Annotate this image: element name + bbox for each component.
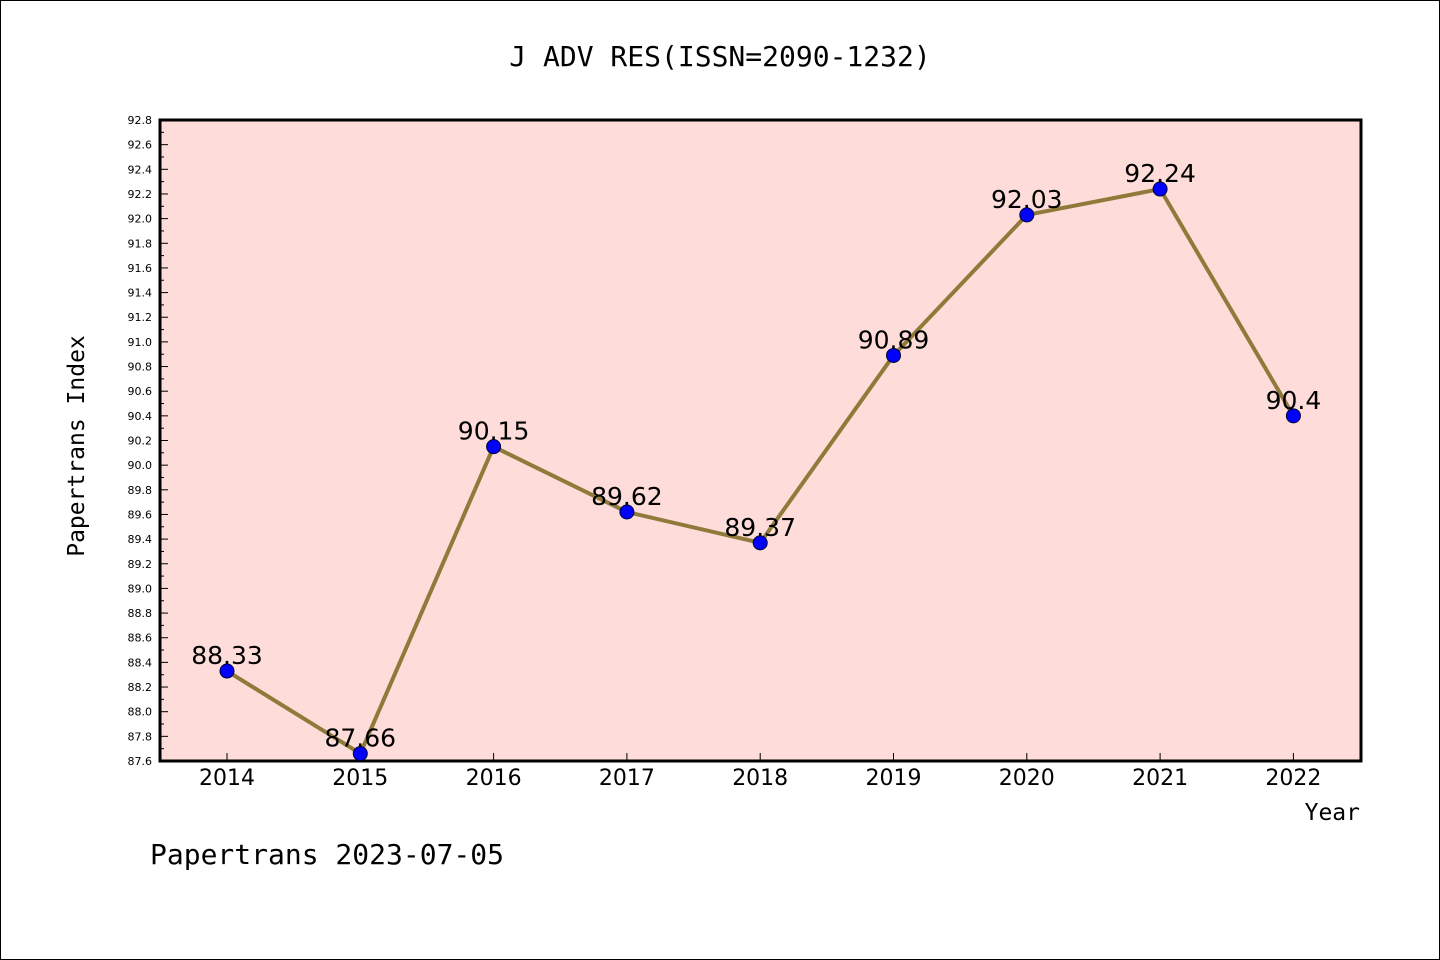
x-tick-label: 2022	[1265, 766, 1321, 791]
x-tick-label: 2017	[599, 766, 655, 791]
y-tick-label: 91.6	[128, 262, 153, 275]
chart-title: J ADV RES(ISSN=2090-1232)	[509, 40, 930, 73]
data-point	[219, 663, 235, 679]
data-point	[1019, 207, 1035, 223]
y-tick-label: 89.2	[128, 558, 153, 571]
data-point	[352, 746, 368, 762]
x-tick-label: 2014	[199, 766, 255, 791]
x-axis: 2014 2015 2016 2017 2018 2019 2020 2021 2022	[199, 753, 1321, 791]
y-tick-label: 91.4	[128, 287, 153, 300]
data-point	[886, 347, 901, 363]
data-point	[486, 439, 502, 455]
plot-area	[158, 118, 1363, 763]
x-tick-label: 2019	[866, 766, 922, 791]
y-tick-label: 88.2	[128, 681, 153, 694]
data-point	[619, 504, 635, 520]
x-axis-title: Year	[1305, 800, 1360, 826]
y-tick-label: 90.6	[128, 385, 153, 398]
y-tick-label: 92.0	[128, 213, 153, 226]
y-tick-label: 88.6	[128, 632, 153, 645]
x-tick-label: 2016	[466, 766, 522, 791]
y-tick-label: 92.8	[128, 114, 153, 127]
x-tick-label: 2020	[999, 766, 1055, 791]
y-tick-label: 90.4	[128, 410, 153, 423]
y-tick-label: 87.8	[128, 730, 153, 743]
y-tick-label: 90.8	[128, 361, 153, 374]
data-point	[1152, 181, 1168, 197]
y-tick-label: 88.4	[128, 656, 153, 669]
data-label: 90.89	[858, 325, 930, 354]
y-tick-label: 90.0	[128, 459, 153, 472]
x-tick-label: 2021	[1132, 766, 1188, 791]
y-tick-label: 91.0	[128, 336, 153, 349]
x-tick-label: 2018	[732, 766, 788, 791]
data-point	[752, 535, 768, 551]
y-tick-label: 89.0	[128, 582, 153, 595]
y-axis-title: Papertrans Index	[64, 335, 90, 557]
data-labels: 88.33 87.66 90.15 89.62 89.37 90.89 92.03 92.24…	[191, 159, 1321, 753]
y-tick-label: 88.8	[128, 607, 153, 620]
data-label: 90.15	[458, 417, 530, 446]
footer-date: Papertrans 2023-07-05	[150, 838, 504, 871]
data-label: 92.24	[1124, 159, 1196, 188]
data-label: 87.66	[325, 724, 397, 753]
data-label: 92.03	[991, 185, 1063, 214]
y-tick-label: 92.2	[128, 188, 153, 201]
y-tick-label: 91.2	[128, 311, 153, 324]
y-tick-label: 89.6	[128, 508, 153, 521]
y-tick-label: 92.4	[128, 163, 153, 176]
y-tick-label: 88.0	[128, 706, 153, 719]
data-label: 90.4	[1266, 386, 1322, 415]
y-tick-label: 90.2	[128, 435, 153, 448]
data-label: 89.62	[591, 482, 663, 511]
y-tick-label: 92.6	[128, 139, 153, 152]
data-label: 88.33	[191, 641, 263, 670]
y-tick-label: 89.8	[128, 484, 153, 497]
data-point	[1285, 408, 1301, 424]
y-tick-label: 87.6	[128, 755, 153, 768]
data-series	[219, 181, 1301, 762]
y-axis: 87.6 87.8 88.0 88.2 88.4 88.6 88.8 89.0 89.2 89.4…	[128, 114, 168, 768]
x-tick-label: 2015	[332, 766, 388, 791]
y-tick-label: 91.8	[128, 237, 153, 250]
data-label: 89.37	[724, 513, 796, 542]
y-tick-label: 89.4	[128, 533, 153, 546]
